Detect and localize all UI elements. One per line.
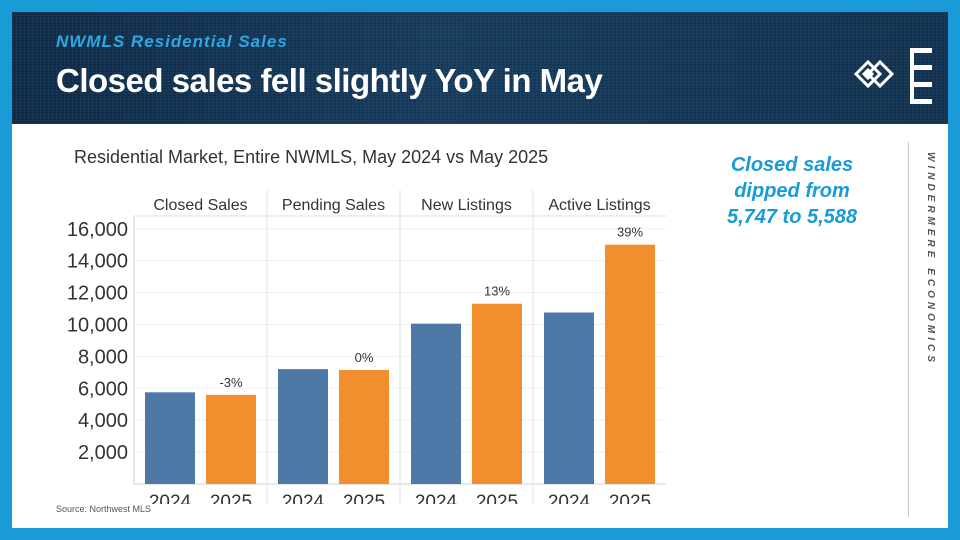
x-tick-label: 2025 [343,492,385,504]
bar [145,392,195,484]
panel-label: New Listings [421,197,512,214]
x-tick-label: 2024 [282,492,325,504]
callout-text: Closed sales dipped from 5,747 to 5,588 [692,152,892,230]
callout-line-2: dipped from [734,180,850,202]
chart-title: Residential Market, Entire NWMLS, May 20… [74,147,549,167]
banner-texture [12,12,948,124]
x-tick-label: 2025 [210,492,252,504]
x-tick-label: 2024 [415,492,458,504]
panel-label: Pending Sales [282,197,385,214]
x-tick-label: 2025 [476,492,518,504]
header-headline: Closed sales fell slightly YoY in May [56,62,603,99]
y-tick-label: 4,000 [78,410,128,432]
y-tick-label: 6,000 [78,378,128,400]
bar [605,244,655,484]
bar-data-label: 13% [484,284,510,299]
panel-label: Active Listings [548,197,650,214]
header-kicker: NWMLS Residential Sales [56,32,288,51]
side-divider [908,142,909,517]
bar-data-label: 0% [355,350,374,365]
windermere-logo-icon [853,48,932,104]
bar [472,303,522,484]
slide: NWMLS Residential Sales Closed sales fel… [12,12,948,528]
callout-line-3: 5,747 to 5,588 [726,206,858,228]
bar [544,312,594,484]
side-brand-text: WINDERMERE ECONOMICS [925,152,936,366]
callout-line-1: Closed sales [730,154,854,176]
bar-data-label: 39% [617,225,643,240]
y-tick-label: 8,000 [78,346,128,368]
source-note: Source: Northwest MLS [56,504,152,514]
y-tick-label: 10,000 [67,314,128,336]
panel-label: Closed Sales [153,197,247,214]
bar [411,323,461,484]
x-tick-label: 2024 [149,492,192,504]
x-tick-label: 2024 [548,492,591,504]
x-tick-label: 2025 [609,492,651,504]
header-banner: NWMLS Residential Sales Closed sales fel… [12,12,948,124]
bar-chart: 2,000 4,000 6,000 8,000 10,000 12,000 14,000 16… [67,190,666,504]
y-tick-label: 12,000 [67,283,128,305]
y-tick-label: 16,000 [67,219,128,241]
bar [278,369,328,484]
y-tick-label: 2,000 [78,442,128,464]
bar [339,369,389,484]
bar-data-label: -3% [219,375,243,390]
bar [206,394,256,484]
y-tick-label: 14,000 [67,251,128,273]
